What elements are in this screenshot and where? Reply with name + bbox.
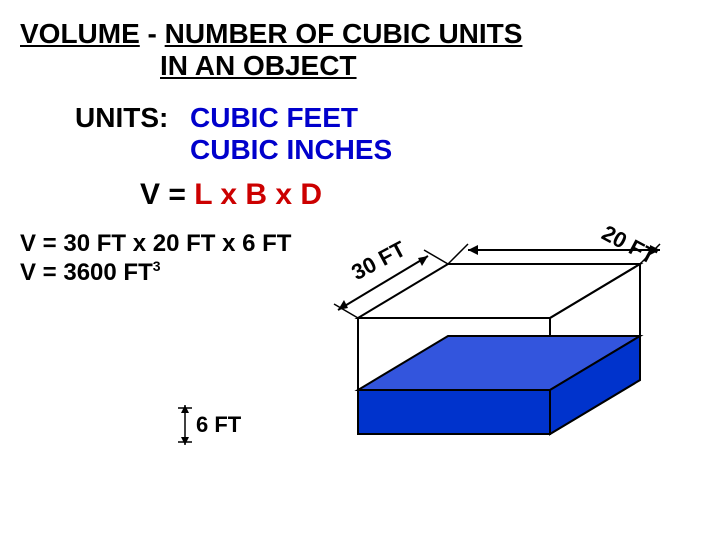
title-volume: VOLUME xyxy=(20,18,140,49)
formula-rhs: L x B x D xyxy=(194,178,322,211)
prism-front-face xyxy=(358,390,550,434)
title-dash: - xyxy=(140,18,165,49)
title-line-1: VOLUME - NUMBER OF CUBIC UNITS xyxy=(20,18,522,50)
formula-lhs: V = xyxy=(140,178,194,211)
units-value-2: CUBIC INCHES xyxy=(190,134,392,166)
dim-label-6ft: 6 FT xyxy=(196,412,241,438)
calc-line-1: V = 30 FT x 20 FT x 6 FT xyxy=(20,230,291,258)
volume-formula: V = L x B x D xyxy=(140,178,322,212)
calc-line-2: V = 3600 FT3 xyxy=(20,258,161,287)
calc-line-2-pre: V = 3600 FT xyxy=(20,259,153,286)
units-label: UNITS: xyxy=(75,102,168,134)
title-rest: NUMBER OF CUBIC UNITS xyxy=(165,18,523,49)
prism-diagram: 30 FT 20 FT xyxy=(320,220,710,530)
units-value-1: CUBIC FEET xyxy=(190,102,358,134)
arrow-30-b xyxy=(418,256,428,266)
calc-line-2-sup: 3 xyxy=(153,258,161,274)
dim-6ft-group: 6 FT xyxy=(170,400,250,455)
title-line-2: IN AN OBJECT xyxy=(160,50,357,82)
arrow-20-a xyxy=(468,245,478,255)
